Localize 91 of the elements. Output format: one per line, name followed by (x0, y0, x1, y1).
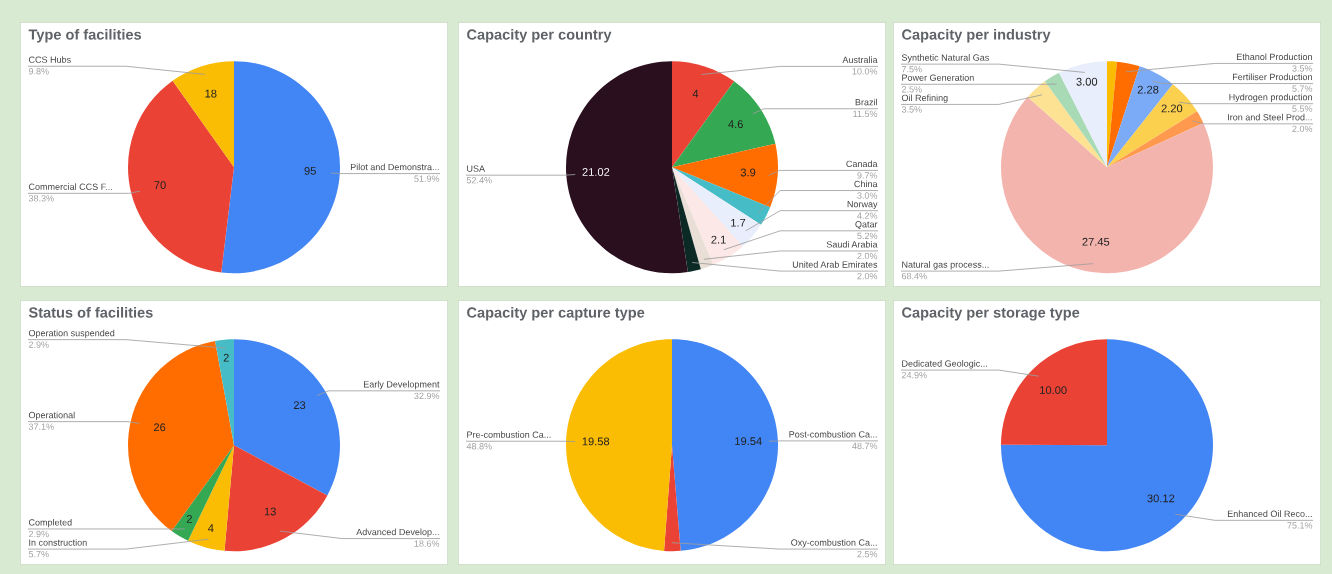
data-label: 95 (304, 166, 316, 175)
data-label: 19.54 (735, 437, 762, 446)
data-label: 2 (186, 514, 192, 523)
data-label: 70 (154, 181, 166, 189)
text: 75.1% (1287, 522, 1313, 529)
text: 2.0% (857, 272, 878, 280)
chart-title: Capacity per capture type (467, 306, 645, 321)
data-label: 2.20 (1161, 104, 1183, 113)
slice-label: Pre-combustion Ca... (467, 431, 551, 438)
text: 52.4% (466, 177, 492, 184)
slice-label: Commercial CCS F... (28, 183, 112, 190)
slice-label: Power Generation (902, 74, 974, 81)
text: 4.2% (857, 212, 878, 219)
slice-label: Ethanol Production (1236, 53, 1312, 61)
text: 3.5% (901, 106, 922, 113)
data-label: 27.45 (1082, 237, 1110, 246)
slice-label: CCS Hubs (28, 56, 71, 63)
data-label: 21.02 (582, 168, 610, 176)
text: 9.8% (28, 68, 49, 75)
data-label: 23 (293, 401, 306, 410)
slice-label: Dedicated Geologic... (902, 360, 987, 369)
slice-label: Norway (847, 201, 878, 210)
text: 32.9% (414, 392, 440, 400)
text: 2.9% (28, 530, 49, 538)
slice-label: Australia (842, 56, 878, 63)
text: 7.5% (901, 66, 922, 73)
text: 5.2% (857, 232, 878, 240)
data-label: 30.12 (1147, 494, 1175, 503)
slice-label: Enhanced Oil Reco... (1227, 510, 1312, 517)
slice-label: Saudi Arabia (826, 240, 878, 248)
slice-label: Post-combustion Ca... (789, 430, 877, 438)
text: 2.0% (1292, 125, 1313, 133)
slice-label: Synthetic Natural Gas (901, 54, 989, 63)
data-label: 4.6 (728, 120, 743, 129)
slice-label: Operation suspended (28, 329, 115, 339)
slice-label: Early Development (364, 380, 440, 390)
text: 38.3% (28, 195, 54, 202)
slice-label: Hydrogen production (1229, 93, 1312, 103)
text: 10.0% (852, 68, 878, 75)
text: 3.5% (1292, 65, 1313, 72)
slice-label: United Arab Emirates (792, 261, 878, 268)
data-label: 18 (205, 89, 217, 98)
chart-title: Capacity per industry (902, 28, 1051, 43)
slice-label: Completed (28, 518, 72, 528)
slice-label: Natural gas process... (902, 261, 989, 270)
text: 2.5% (901, 86, 922, 93)
text: 48.7% (852, 442, 878, 450)
chart-title: Status of facilities (28, 306, 153, 318)
slice-label: Operational (28, 411, 75, 421)
slice-label: In construction (29, 539, 87, 546)
slice-label: Qatar (855, 221, 878, 230)
text: 2.9% (28, 341, 49, 348)
chart-title: Capacity per country (467, 28, 612, 43)
data-label: 2.28 (1137, 85, 1159, 94)
slice-label: Advanced Develop... (356, 528, 439, 537)
chart-title: Type of facilities (28, 28, 142, 43)
slice-label: USA (467, 165, 486, 172)
text: 9.7% (857, 172, 878, 179)
slice-label: Canada (846, 160, 878, 168)
data-label: 2 (223, 353, 229, 362)
slice-label: Pilot and Demonstra... (350, 163, 439, 171)
text: 2.0% (857, 252, 878, 260)
data-label: 13 (264, 507, 276, 516)
text: 3.0% (857, 192, 878, 199)
data-label: 4 (208, 524, 214, 532)
slice-label: Iron and Steel Prod... (1228, 113, 1312, 121)
text: 24.9% (901, 371, 927, 379)
data-label: 2.1 (711, 235, 726, 244)
data-label: 19.58 (582, 437, 610, 446)
text: 2.5% (857, 550, 878, 558)
text: 5.7% (1292, 85, 1313, 92)
text: 68.4% (901, 272, 927, 280)
data-label: 3.00 (1076, 77, 1098, 86)
data-label: 10.00 (1040, 386, 1067, 395)
slice-label: China (854, 180, 878, 188)
slice-label: Brazil (855, 98, 877, 106)
chart-title: Capacity per storage type (902, 306, 1080, 321)
text: 37.1% (28, 423, 54, 430)
text: 51.9% (414, 175, 440, 182)
text: 18.6% (414, 540, 440, 547)
data-label: 3.9 (740, 168, 756, 177)
text: 5.7% (28, 550, 49, 558)
data-label: 1.7 (731, 218, 746, 227)
text: 5.5% (1292, 105, 1313, 112)
data-label: 4 (692, 89, 699, 98)
slice-label: Fertiliser Production (1232, 73, 1312, 81)
text: 48.8% (466, 443, 492, 450)
data-label: 26 (153, 423, 166, 432)
slice-label: Oil Refining (901, 94, 948, 103)
slice-label: Oxy-combustion Ca... (791, 539, 877, 548)
text: 11.5% (853, 110, 878, 117)
